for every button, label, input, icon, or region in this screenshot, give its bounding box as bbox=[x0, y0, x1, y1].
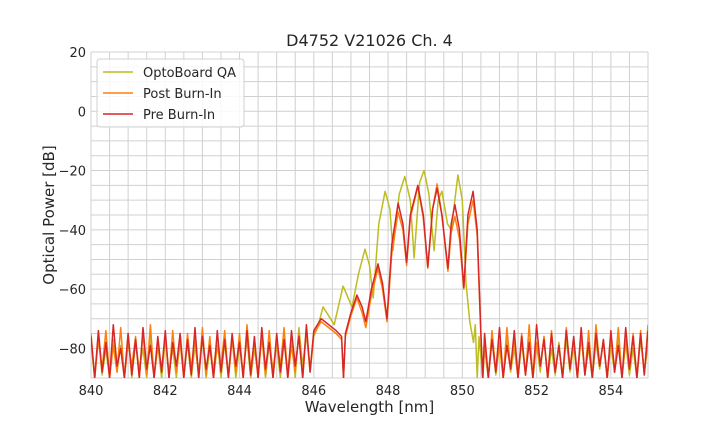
x-tick-label: 850 bbox=[450, 384, 475, 399]
y-tick-label: −20 bbox=[59, 165, 86, 180]
series-group bbox=[91, 169, 648, 378]
legend-label: Pre Burn-In bbox=[143, 108, 215, 123]
y-axis-label: Optical Power [dB] bbox=[40, 145, 58, 284]
x-tick-label: 846 bbox=[301, 384, 326, 399]
legend-label: Post Burn-In bbox=[143, 87, 222, 102]
y-tick-label: −80 bbox=[59, 342, 86, 357]
x-tick-label: 852 bbox=[524, 384, 549, 399]
series-line-pre-burn-in bbox=[91, 184, 648, 378]
x-tick-label: 854 bbox=[598, 384, 623, 399]
y-tick-label: 20 bbox=[69, 46, 86, 61]
tick-labels: 840 842 844 846 848 850 852 854 20 0 −20 −40 −60 −80 bbox=[59, 46, 624, 399]
legend: OptoBoard QA Post Burn-In Pre Burn-In bbox=[96, 58, 245, 128]
x-tick-label: 848 bbox=[376, 384, 401, 399]
x-axis-label: Wavelength [nm] bbox=[305, 398, 435, 416]
x-tick-label: 842 bbox=[153, 384, 178, 399]
legend-label: OptoBoard QA bbox=[143, 66, 236, 81]
y-tick-label: −60 bbox=[59, 283, 86, 298]
chart-title: D4752 V21026 Ch. 4 bbox=[286, 31, 453, 50]
y-tick-label: 0 bbox=[78, 105, 86, 120]
x-tick-label: 840 bbox=[79, 384, 104, 399]
x-tick-label: 844 bbox=[227, 384, 252, 399]
y-tick-label: −40 bbox=[59, 224, 86, 239]
